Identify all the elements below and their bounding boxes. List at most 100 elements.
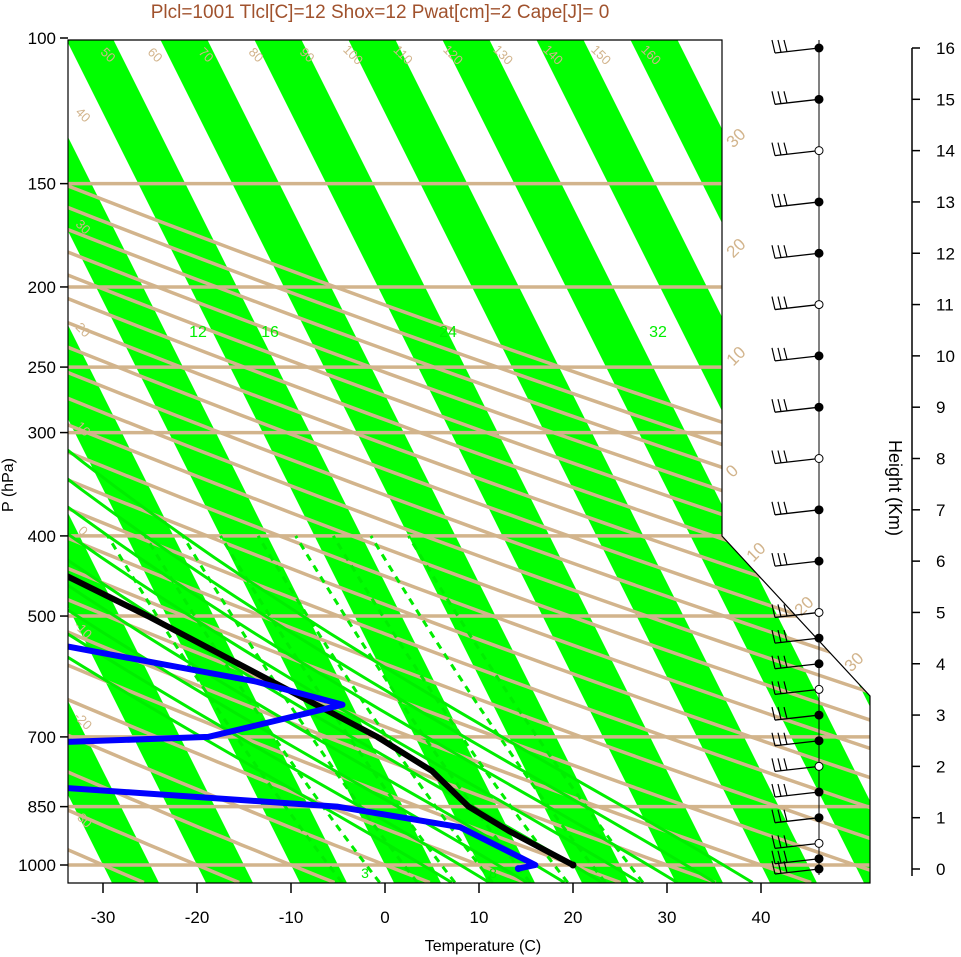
wind-barb-flag: [777, 296, 782, 310]
wind-barb-flag: [777, 39, 782, 53]
wind-barb-flag: [771, 809, 776, 823]
height-marker: [814, 633, 824, 643]
wind-barb-flag: [783, 783, 788, 796]
height-marker: [814, 351, 824, 361]
x-tick-label: -30: [91, 908, 116, 927]
wind-barb-flag: [777, 245, 782, 258]
wind-barb-flag: [777, 399, 782, 412]
wind-barb-flag: [783, 142, 788, 155]
mixing-ratio-label: 8: [489, 865, 497, 881]
moist-adiabat: [68, 365, 679, 883]
temperature-surface-point: [569, 861, 577, 869]
height-marker: [814, 787, 824, 797]
mixing-ratio-lines: [68, 365, 754, 883]
height-marker: [814, 838, 824, 848]
wind-barb-flag: [777, 860, 782, 874]
height-marker: [814, 813, 824, 823]
mixing-ratio-line: [181, 535, 419, 883]
wind-barb-flag: [783, 450, 788, 463]
wind-barb-flag: [783, 758, 788, 771]
wind-barb-flag: [771, 604, 776, 618]
skew-label: 10: [723, 343, 750, 370]
wind-barb: [774, 509, 820, 516]
moist-adiabat: [68, 365, 641, 883]
moist-adiabat-label: 40: [73, 104, 94, 125]
wind-barb: [774, 47, 820, 54]
y-tick-label: 1000: [18, 856, 56, 875]
dry-adiabat: [68, 53, 870, 883]
dry-adiabat-lines: [68, 53, 870, 883]
dry-adiabat: [68, 53, 870, 883]
height-tick-label: 0: [936, 860, 945, 879]
height-marker: [814, 684, 824, 694]
wind-barb-flag: [783, 552, 788, 565]
height-tick-label: 12: [936, 244, 955, 263]
height-marker: [814, 454, 824, 463]
wind-barb-flag: [783, 706, 788, 719]
wind-barb-flag: [771, 629, 776, 644]
wind-barb-flag: [783, 860, 788, 873]
y-tick-label: 400: [28, 527, 56, 546]
wind-barb-flag: [771, 783, 776, 798]
dry-adiabat: [68, 53, 870, 883]
wind-barb-flag: [783, 655, 788, 668]
moist-adiabat: [68, 365, 453, 883]
y-tick-label: 300: [28, 424, 56, 443]
wind-barb-flag: [783, 835, 788, 848]
height-marker: [814, 854, 824, 864]
dewpoint-surface-point: [514, 865, 522, 873]
moist-adiabat-label: 20: [73, 319, 94, 340]
wind-barb-flag: [771, 193, 776, 208]
wind-barb: [774, 663, 820, 670]
moist-adiabat: [68, 365, 754, 883]
wind-barb-flag: [777, 706, 782, 720]
wind-barb-flag: [771, 758, 776, 772]
temp-band: [244, 40, 723, 883]
skew-label: 10: [743, 539, 770, 566]
temp-band: [150, 40, 629, 883]
height-tick-label: 15: [936, 90, 955, 109]
wind-barb-flag: [771, 347, 776, 362]
height-tick-label: 11: [936, 296, 954, 315]
x-tick-label: 30: [658, 908, 677, 927]
dry-adiabat: [68, 53, 870, 883]
wind-barb-flag: [777, 681, 782, 694]
dry-adiabat: [68, 53, 870, 883]
wind-barb-flag: [777, 732, 782, 746]
sounding-series: [68, 40, 577, 873]
wind-barb-flag: [777, 809, 782, 823]
height-tick-label: 16: [936, 39, 955, 58]
wind-barb: [774, 791, 820, 798]
height-marker: [814, 146, 824, 156]
wind-barb-flag: [783, 732, 788, 745]
wind-barb-flag: [777, 552, 782, 566]
skew-label: 20: [723, 235, 750, 262]
wind-barb-flag: [771, 501, 776, 515]
wind-barb-flag: [771, 850, 776, 864]
dry-adiabat: [68, 53, 870, 883]
moist-adiabat: [68, 365, 528, 883]
skew-label: 0: [722, 461, 742, 481]
x-tick-label: 20: [564, 908, 583, 927]
dry-adiabat: [68, 53, 870, 883]
height-tick-label: 2: [936, 757, 945, 776]
y-tick-label: 100: [28, 29, 56, 48]
wind-barb-flag: [777, 91, 782, 104]
skew-label: 30: [723, 125, 750, 152]
x-tick-label: 10: [470, 908, 489, 927]
wind-barb-flag: [783, 296, 788, 309]
y-tick-label: 500: [28, 607, 56, 626]
wind-barb: [774, 560, 820, 567]
height-tick-label: 10: [936, 347, 955, 366]
height-marker: [814, 248, 824, 258]
mixing-ratio-label: 16: [261, 324, 279, 341]
height-axis-label: Height (Km): [885, 440, 905, 536]
wind-barb-flag: [783, 245, 788, 258]
mixing-ratio-line: [144, 535, 381, 883]
dry-adiabat-label: 60: [145, 44, 166, 65]
wind-barb: [774, 457, 820, 465]
wind-barb-flag: [777, 758, 782, 771]
wind-barb: [774, 688, 820, 696]
x-tick-label: 40: [752, 908, 771, 927]
wind-barb-flag: [777, 850, 782, 864]
